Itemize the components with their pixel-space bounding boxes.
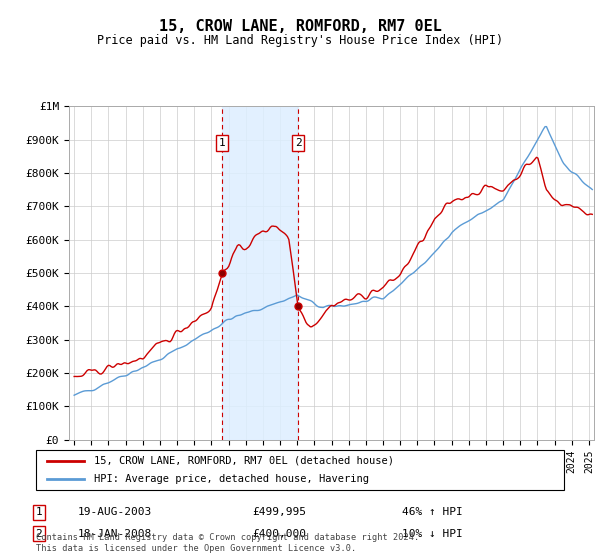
Text: 10% ↓ HPI: 10% ↓ HPI <box>402 529 463 539</box>
Text: 19-AUG-2003: 19-AUG-2003 <box>78 507 152 517</box>
Text: 15, CROW LANE, ROMFORD, RM7 0EL: 15, CROW LANE, ROMFORD, RM7 0EL <box>158 20 442 34</box>
Text: 46% ↑ HPI: 46% ↑ HPI <box>402 507 463 517</box>
Text: 2: 2 <box>35 529 43 539</box>
Text: Contains HM Land Registry data © Crown copyright and database right 2024.
This d: Contains HM Land Registry data © Crown c… <box>36 533 419 553</box>
Text: Price paid vs. HM Land Registry's House Price Index (HPI): Price paid vs. HM Land Registry's House … <box>97 34 503 47</box>
Text: 18-JAN-2008: 18-JAN-2008 <box>78 529 152 539</box>
Text: £400,000: £400,000 <box>252 529 306 539</box>
Text: 15, CROW LANE, ROMFORD, RM7 0EL (detached house): 15, CROW LANE, ROMFORD, RM7 0EL (detache… <box>94 456 394 465</box>
Text: 1: 1 <box>35 507 43 517</box>
Text: 2: 2 <box>295 138 301 148</box>
Bar <box>222 106 298 440</box>
Text: 1: 1 <box>219 138 226 148</box>
Text: HPI: Average price, detached house, Havering: HPI: Average price, detached house, Have… <box>94 474 369 484</box>
Text: £499,995: £499,995 <box>252 507 306 517</box>
